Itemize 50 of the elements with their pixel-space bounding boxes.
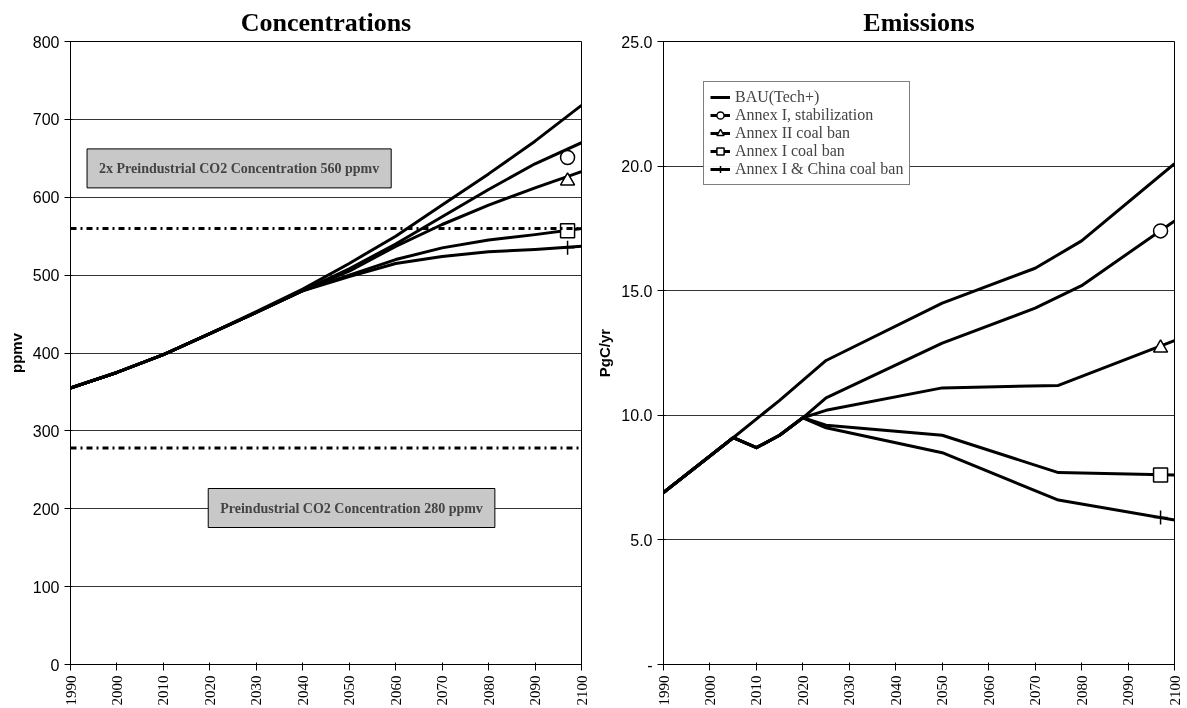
x-tick-label: 2080 [480, 675, 497, 706]
x-tick-label: 1990 [655, 675, 672, 706]
y-tick-label: 700 [32, 111, 60, 129]
x-tick-label: 2040 [294, 675, 311, 706]
x-tick-label: 2080 [1073, 675, 1090, 706]
y-tick-label: 100 [32, 578, 60, 596]
x-tick-label: 2090 [1120, 675, 1137, 706]
legend-label: Annex II coal ban [735, 124, 851, 142]
x-tick-label: 2070 [1027, 675, 1044, 706]
chart-title: Concentrations [240, 7, 412, 37]
y-tick-label: - [647, 656, 653, 674]
y-tick-label: 5.0 [630, 531, 653, 549]
x-tick-label: 1990 [62, 675, 79, 706]
x-tick-label: 2010 [155, 675, 172, 706]
y-axis-title: PgC/yr [596, 328, 614, 378]
legend-label: Annex I & China coal ban [735, 160, 904, 178]
y-tick-label: 800 [32, 33, 60, 51]
x-tick-label: 2060 [980, 675, 997, 706]
x-tick-label: 2000 [108, 675, 125, 706]
x-tick-label: 2050 [934, 675, 951, 706]
x-tick-label: 2030 [248, 675, 265, 706]
y-tick-label: 400 [32, 345, 60, 362]
y-tick-label: 20.0 [621, 158, 653, 176]
legend-label: Annex I coal ban [735, 142, 845, 160]
x-tick-label: 2030 [841, 675, 858, 706]
x-tick-label: 2020 [201, 675, 218, 706]
legend-label: Annex I, stabilization [735, 106, 874, 124]
legend-label: BAU(Tech+) [735, 88, 820, 106]
x-tick-label: 2070 [434, 675, 451, 706]
x-tick-label: 2050 [341, 675, 358, 706]
annotation: Preindustrial CO2 Concentration 280 ppmv [220, 500, 483, 516]
y-tick-label: 500 [32, 267, 60, 285]
x-tick-label: 2100 [573, 675, 590, 706]
x-tick-label: 2020 [794, 675, 811, 706]
chart-title: Emissions [863, 7, 975, 37]
y-tick-label: 200 [32, 500, 60, 518]
x-tick-label: 2090 [527, 675, 544, 706]
annotation: 2x Preindustrial CO2 Concentration 560 ppmv [99, 160, 380, 176]
x-tick-label: 2040 [887, 675, 904, 706]
x-tick-label: 2060 [387, 675, 404, 706]
y-tick-label: 300 [32, 422, 60, 440]
x-tick-label: 2010 [748, 675, 765, 706]
x-tick-label: 2000 [701, 675, 718, 706]
y-tick-label: 0 [50, 656, 60, 674]
x-tick-label: 2100 [1166, 675, 1183, 706]
y-tick-label: 600 [32, 189, 60, 207]
y-tick-label: 10.0 [621, 407, 653, 425]
y-tick-label: 15.0 [621, 282, 653, 300]
y-tick-label: 25.0 [621, 33, 653, 51]
y-axis-title: ppmv [7, 332, 25, 373]
